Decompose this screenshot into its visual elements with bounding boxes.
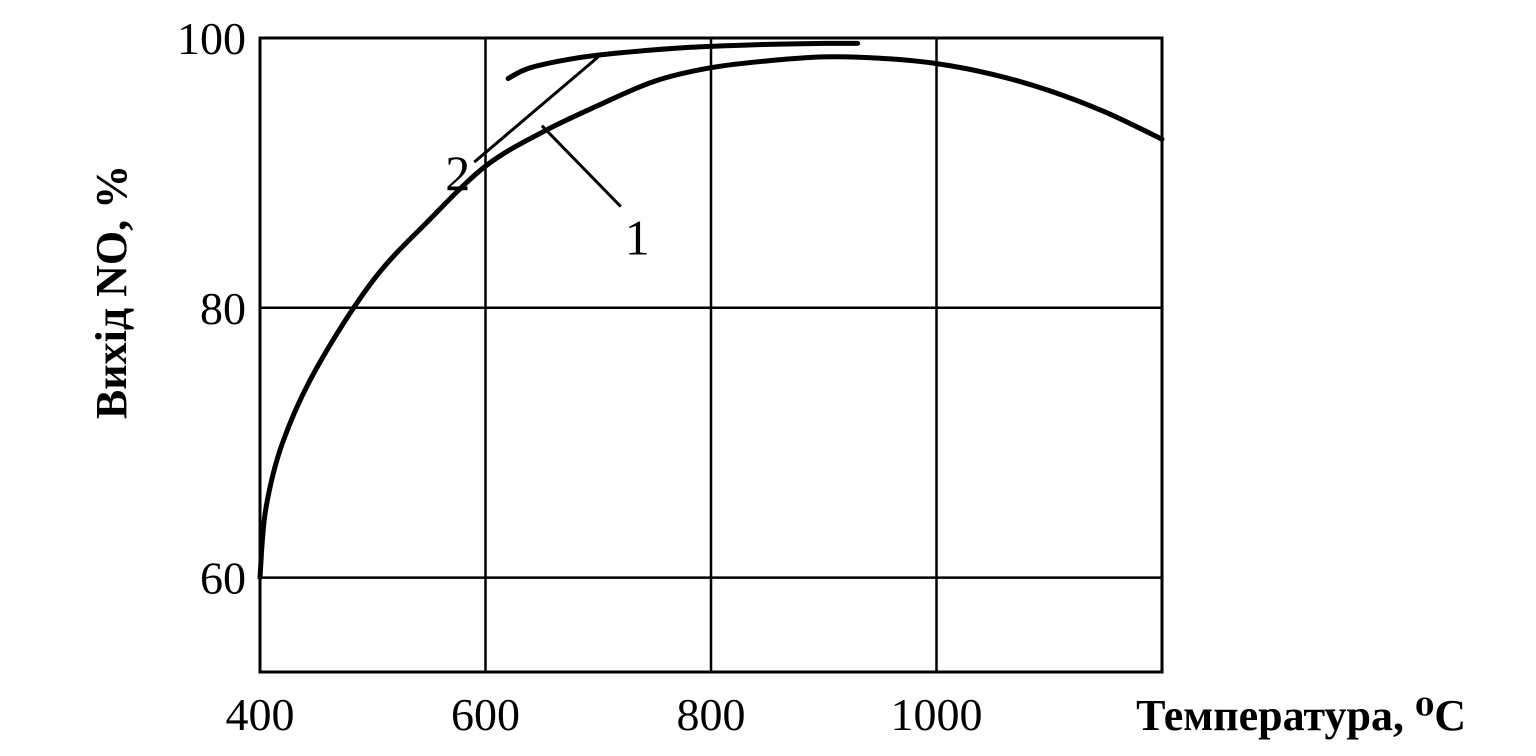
annotation-layer: 12: [445, 55, 650, 266]
y-tick-label: 100: [177, 13, 246, 64]
series-line-2: [505, 40, 861, 81]
x-axis-title: Температура, ⁰С: [1136, 691, 1466, 740]
leader-line-1: [540, 124, 622, 208]
y-tick-label: 60: [200, 553, 246, 604]
grid-layer: [260, 38, 1162, 672]
x-tick-label: 1000: [891, 689, 983, 740]
x-tick-label: 400: [226, 689, 295, 740]
curve-label-2: 2: [445, 145, 470, 201]
x-tick-label: 600: [451, 689, 520, 740]
leader-line-2: [473, 55, 600, 164]
plot-frame: [258, 36, 1164, 674]
x-tick-label: 800: [677, 689, 746, 740]
y-axis-title: Вихід NO, %: [87, 165, 136, 419]
curve-label-1: 1: [625, 210, 650, 266]
tick-labels: 400 600 800 1000 60 80 100: [177, 13, 983, 740]
y-tick-label: 80: [200, 283, 246, 334]
series-layer: [257, 40, 1165, 581]
series-line-1: [257, 54, 1165, 581]
